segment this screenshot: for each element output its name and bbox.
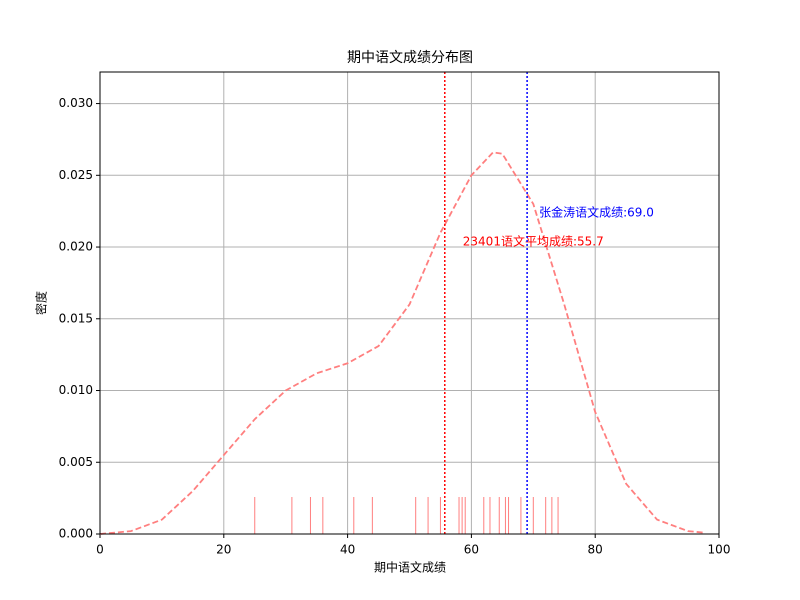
x-tick-label: 80 — [588, 543, 603, 557]
y-tick-label: 0.020 — [59, 240, 93, 254]
y-axis-label: 密度 — [34, 291, 49, 315]
y-tick-label: 0.030 — [59, 96, 93, 110]
y-tick-label: 0.005 — [59, 455, 93, 469]
y-tick-label: 0.015 — [59, 311, 93, 325]
x-tick-label: 60 — [464, 543, 479, 557]
x-tick-label: 20 — [216, 543, 231, 557]
x-tick-label: 100 — [708, 543, 731, 557]
y-tick-label: 0.010 — [59, 383, 93, 397]
plot-frame — [99, 71, 720, 535]
y-tick-label: 0.025 — [59, 168, 93, 182]
y-tick-label: 0.000 — [59, 527, 93, 541]
x-tick-label: 0 — [96, 543, 104, 557]
x-axis-label: 期中语文成绩 — [374, 560, 446, 575]
annotation: 张金涛语文成绩:69.0 — [539, 205, 654, 220]
annotation: 23401语文平均成绩:55.7 — [463, 234, 604, 249]
chart-title: 期中语文成绩分布图 — [347, 50, 473, 66]
density-line — [99, 151, 704, 535]
x-tick-label: 40 — [340, 543, 355, 557]
